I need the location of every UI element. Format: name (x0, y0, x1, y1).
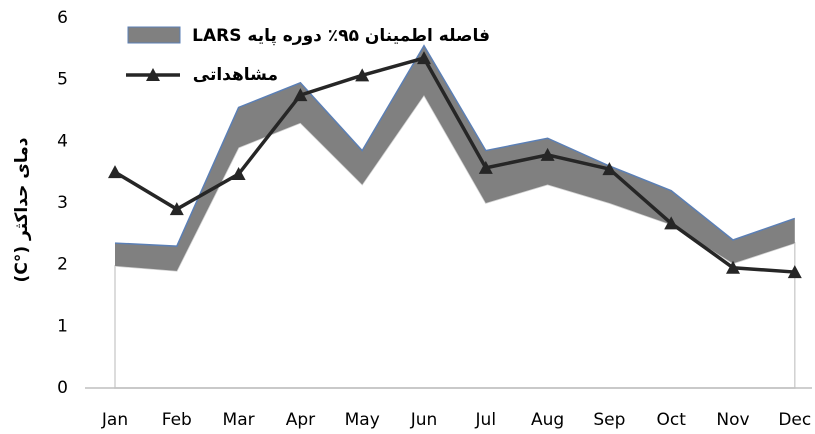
band-upper-edge (114, 44, 796, 247)
x-tick-label: Mar (223, 410, 255, 430)
observed-line (114, 56, 795, 274)
observed-marker (108, 165, 122, 179)
observed-marker (355, 68, 370, 82)
y-tick-label: 0 (57, 378, 68, 398)
y-tick-label: 1 (57, 316, 68, 336)
x-tick-label: Dec (778, 410, 811, 430)
observed-marker (293, 88, 308, 102)
x-tick-label: Jan (101, 410, 128, 430)
observed-marker (417, 51, 431, 65)
legend-label: مشاهداتی (193, 65, 278, 85)
x-tick-label: Sep (593, 410, 625, 430)
observed-marker (787, 265, 802, 279)
x-tick-label: Nov (716, 410, 749, 430)
x-tick-label: Jun (410, 410, 438, 430)
y-tick-label: 5 (57, 70, 68, 90)
x-tick-label: Jul (475, 410, 497, 430)
observed-marker (478, 160, 493, 174)
x-tick-label: Feb (162, 410, 192, 430)
legend-marker (146, 68, 160, 81)
observed-marker (602, 162, 617, 176)
y-tick-label: 4 (57, 131, 68, 151)
x-tick-label: Apr (286, 410, 315, 430)
legend-label: فاصله اطمینان ۹۵٪ دوره پایه LARS (192, 26, 490, 46)
observed-marker (169, 202, 184, 216)
observed-marker (726, 260, 740, 274)
y-tick-label: 6 (57, 8, 68, 28)
y-tick-label: 2 (57, 255, 68, 275)
observed-marker (540, 147, 555, 161)
x-tick-label: May (345, 410, 380, 430)
confidence-band (115, 45, 795, 271)
x-tick-label: Oct (656, 410, 686, 430)
legend-swatch (127, 26, 181, 44)
observed-marker (664, 216, 679, 230)
observed-marker (231, 167, 246, 181)
x-tick-label: Aug (531, 410, 564, 430)
y-axis-label: دمای حداکثر (°C) (12, 137, 32, 282)
y-tick-label: 3 (57, 193, 68, 213)
